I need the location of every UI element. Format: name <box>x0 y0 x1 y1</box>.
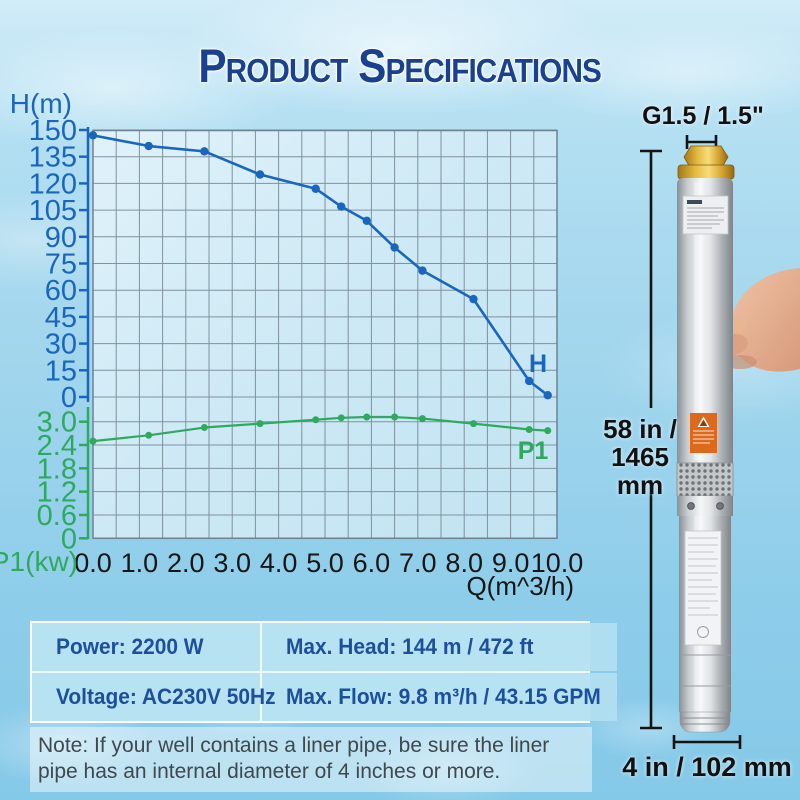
dimension-lines <box>640 135 742 749</box>
h-axis-title: H(m) <box>10 88 72 119</box>
svg-text:3.0: 3.0 <box>37 407 77 439</box>
spec-max-head-text: Max. Head: 144 m / 472 ft <box>286 634 534 659</box>
svg-text:60: 60 <box>45 275 77 307</box>
p-axis-title: P1(kw) <box>0 546 78 577</box>
svg-text:150: 150 <box>29 115 77 147</box>
svg-text:6.0: 6.0 <box>353 548 391 578</box>
pump-performance-chart: 150 135 120 105 90 75 60 45 30 15 0 3.0 2.4 1.8 1.2 0.6… <box>0 85 600 605</box>
x-axis-title: Q(m^3/h) <box>466 571 574 601</box>
spec-table: Power: 2200 W Max. Head: 144 m / 472 ft … <box>30 621 618 723</box>
svg-text:45: 45 <box>45 302 77 334</box>
spec-power-text: Power: 2200 W <box>56 634 204 659</box>
spec-voltage-text: Voltage: AC230V 50Hz <box>56 684 276 709</box>
thread-size-label: G1.5 / 1.5" <box>642 102 764 130</box>
svg-text:0: 0 <box>61 382 77 414</box>
spec-cell-max-head: Max. Head: 144 m / 472 ft <box>262 623 618 671</box>
pump-height-line1: 58 in / <box>603 414 677 444</box>
svg-text:90: 90 <box>45 222 77 254</box>
pump-image <box>676 145 735 733</box>
note-text: Note: If your well contains a liner pipe… <box>30 727 592 793</box>
gridlines <box>92 129 558 539</box>
svg-text:9.0: 9.0 <box>492 548 530 578</box>
svg-text:8.0: 8.0 <box>445 548 483 578</box>
chart-svg: 15013512010590756045301503.02.41.81.20.6… <box>0 88 583 601</box>
svg-text:15: 15 <box>45 355 77 387</box>
p-axis-tick-labels: 3.02.41.81.20.60 <box>37 407 88 555</box>
svg-text:4.0: 4.0 <box>260 548 298 578</box>
spec-cell-power: Power: 2200 W <box>32 623 260 671</box>
spec-cell-max-flow: Max. Flow: 9.8 m³/h / 43.15 GPM <box>262 673 618 721</box>
svg-text:2.4: 2.4 <box>37 430 77 462</box>
svg-text:75: 75 <box>45 249 77 281</box>
svg-text:0.6: 0.6 <box>37 500 77 532</box>
svg-text:105: 105 <box>29 195 77 227</box>
intake-screen <box>676 462 734 497</box>
page-title-text: Product Specifications <box>198 39 602 92</box>
svg-text:2.0: 2.0 <box>167 548 205 578</box>
svg-text:P1: P1 <box>518 437 549 465</box>
pump-height-label: 58 in / 1465 mm <box>590 414 690 500</box>
svg-text:H: H <box>529 350 547 378</box>
svg-text:135: 135 <box>29 142 77 174</box>
svg-text:1.2: 1.2 <box>37 477 77 509</box>
svg-text:10.0: 10.0 <box>531 548 584 578</box>
svg-text:120: 120 <box>29 168 77 200</box>
spec-cell-voltage: Voltage: AC230V 50Hz <box>32 673 276 721</box>
pump-diameter-label: 4 in / 102 mm <box>622 752 792 782</box>
series-H: H <box>88 131 552 400</box>
spec-label <box>684 530 722 646</box>
svg-text:5.0: 5.0 <box>306 548 344 578</box>
spec-max-flow-text: Max. Flow: 9.8 m³/h / 43.15 GPM <box>286 684 601 709</box>
svg-text:0: 0 <box>61 523 77 555</box>
svg-text:30: 30 <box>45 329 77 361</box>
svg-text:0.0: 0.0 <box>74 548 112 578</box>
svg-text:1.8: 1.8 <box>37 453 77 485</box>
series-P1: P1 <box>89 413 552 465</box>
page-title: Product Specifications <box>0 38 800 93</box>
pump-height-line2: 1465 mm <box>611 441 669 500</box>
svg-text:3.0: 3.0 <box>213 548 251 578</box>
svg-text:7.0: 7.0 <box>399 548 437 578</box>
svg-text:1.0: 1.0 <box>121 548 159 578</box>
pump-illustration <box>580 85 800 800</box>
x-axis-tick-labels: 0.0 1.0 2.0 3.0 4.0 5.0 6.0 7.0 8.0 9.0 10.0 <box>74 548 583 578</box>
